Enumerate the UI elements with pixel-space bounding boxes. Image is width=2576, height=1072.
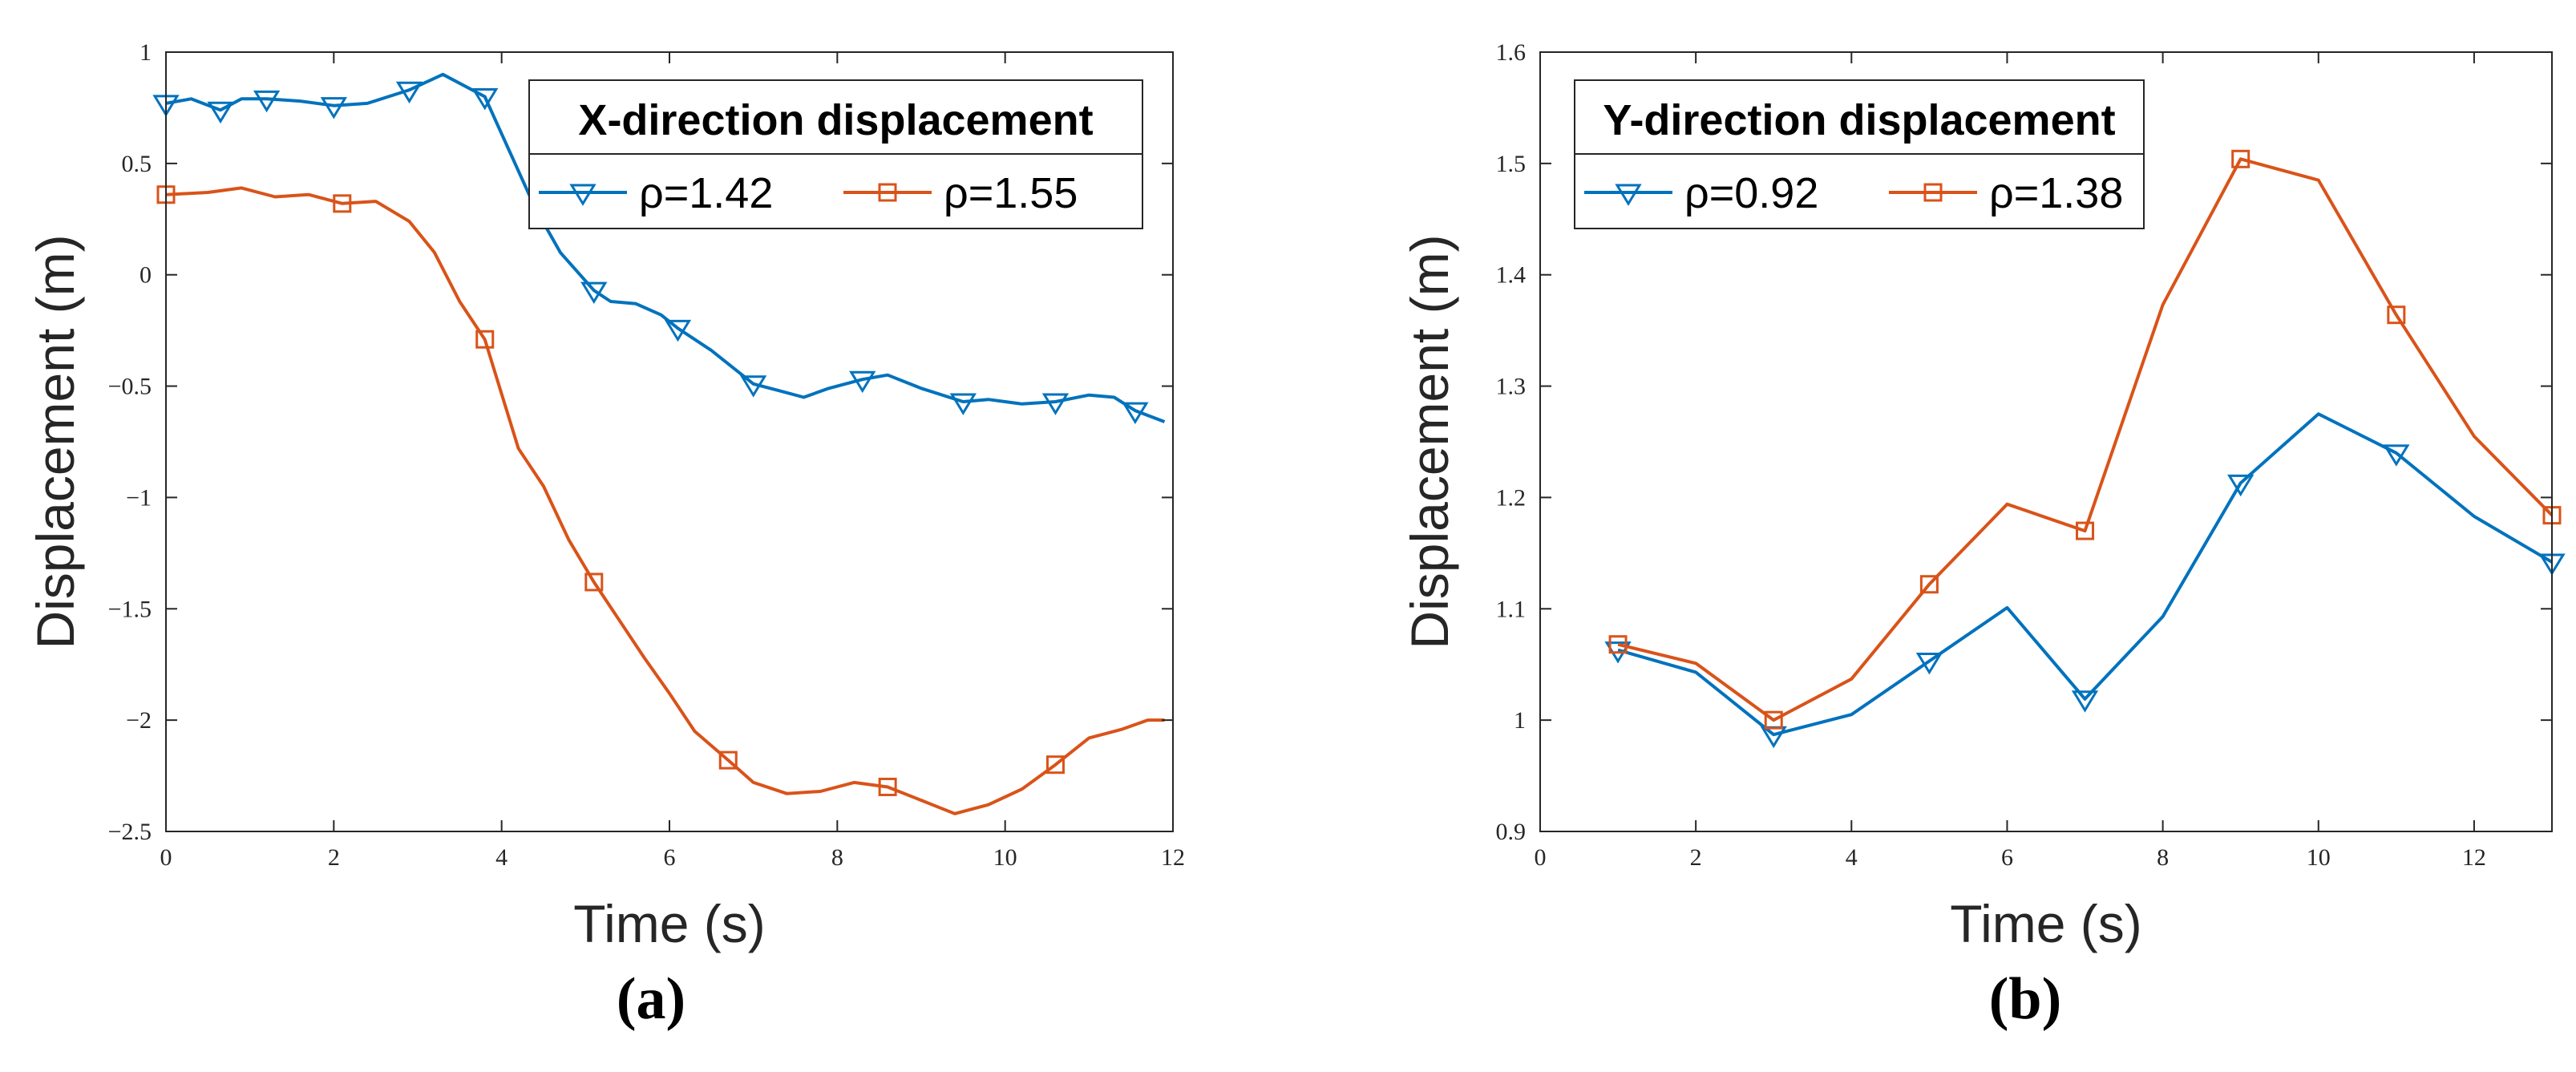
data-point-marker <box>849 370 876 394</box>
legend-label: ρ=1.42 <box>639 169 773 217</box>
data-point-marker <box>1919 575 1939 594</box>
x-tick-label: 6 <box>2001 844 2013 871</box>
y-tick-label: −2.5 <box>108 819 152 845</box>
x-tick-label: 12 <box>2462 844 2486 871</box>
legend-title-b: Y-direction displacement <box>1603 96 2115 144</box>
data-point-marker <box>664 319 692 342</box>
legend-entries-a: ρ=1.42 ρ=1.55 <box>539 169 1078 217</box>
legend-marker <box>1615 184 1642 206</box>
data-point-marker <box>718 750 738 770</box>
panel-label-b: (b) <box>1989 966 2061 1032</box>
legend-b: Y-direction displacement ρ=0.92 ρ=1.38 <box>1574 79 2145 229</box>
panel-label-a: (a) <box>617 966 685 1032</box>
data-point-marker <box>333 194 352 213</box>
y-tick-label: 0.5 <box>122 151 152 177</box>
x-tick-label: 12 <box>1161 844 1185 871</box>
data-point-marker <box>1041 393 1070 415</box>
y-tick-label: −1.5 <box>108 596 152 622</box>
legend-title-a: X-direction displacement <box>578 96 1093 144</box>
legend-marker <box>1923 183 1943 202</box>
data-point-marker <box>1608 635 1628 654</box>
data-point-marker <box>2227 474 2255 497</box>
y-tick-label: 1.2 <box>1496 484 1527 511</box>
data-point-marker <box>471 88 499 111</box>
series-1 <box>152 72 1166 425</box>
data-point-marker <box>2231 149 2250 168</box>
data-point-marker <box>739 375 767 398</box>
data-point-marker <box>1045 755 1065 775</box>
plot-area-a <box>152 72 1166 815</box>
data-point-marker <box>207 101 234 124</box>
chart-panel-b: 0 2 4 6 8 10 12 0.9 1 1.1 1.2 1.3 1.4 1.5 1.6 Y-direct… <box>1400 39 2566 1032</box>
legend-marker <box>569 184 596 206</box>
series-2 <box>156 185 1165 815</box>
legend-label: ρ=1.55 <box>944 169 1078 217</box>
x-tick-label: 10 <box>993 844 1017 871</box>
y-tick-label: 1 <box>1514 707 1526 734</box>
series-2 <box>1608 149 2562 730</box>
x-tick-label: 8 <box>831 844 843 871</box>
legend-entry-2: ρ=1.55 <box>843 169 1078 217</box>
y-tick-label: −2 <box>126 707 152 734</box>
y-tick-label: 1.1 <box>1496 596 1527 622</box>
data-point-marker <box>2383 444 2410 467</box>
y-tick-label: 1.3 <box>1496 374 1527 400</box>
data-point-marker <box>2076 521 2095 540</box>
x-tick-label: 8 <box>2157 844 2169 871</box>
data-point-marker <box>2071 690 2099 713</box>
x-tick-label: 4 <box>1846 844 1858 871</box>
x-axis-label-a: Time (s) <box>573 894 766 953</box>
y-tick-label: 1.6 <box>1496 39 1527 66</box>
y-tick-label: 1 <box>140 39 152 66</box>
x-tick-label: 0 <box>160 844 172 871</box>
axes-b: 0 2 4 6 8 10 12 0.9 1 1.1 1.2 1.3 1.4 1.5 1.6 <box>1496 39 2553 871</box>
legend-a: X-direction displacement ρ=1.42 ρ=1.55 <box>528 79 1143 229</box>
y-tick-label: −0.5 <box>108 374 152 400</box>
x-tick-label: 2 <box>1690 844 1702 871</box>
x-axis-label-b: Time (s) <box>1950 894 2142 953</box>
data-point-marker <box>949 393 977 415</box>
legend-label: ρ=1.38 <box>1989 169 2123 217</box>
data-point-marker <box>320 97 348 119</box>
data-point-marker <box>584 572 604 592</box>
x-tick-label: 4 <box>495 844 508 871</box>
legend-label: ρ=0.92 <box>1684 169 1818 217</box>
data-point-marker <box>1122 402 1149 425</box>
series-1 <box>1604 412 2566 749</box>
y-tick-label: 1.5 <box>1496 151 1527 177</box>
y-axis-label-b: Displacement (m) <box>1400 234 1459 649</box>
legend-entries-b: ρ=0.92 ρ=1.38 <box>1584 169 2123 217</box>
data-point-marker <box>395 81 423 104</box>
legend-marker <box>878 183 897 202</box>
legend-entry-1: ρ=0.92 <box>1584 169 1818 217</box>
axes-a: 0 2 4 6 8 10 12 −2.5 −2 −1.5 −1 −0.5 0 0.5 1 <box>108 39 1185 871</box>
data-point-marker <box>1915 653 1943 675</box>
y-tick-label: −1 <box>126 484 152 511</box>
y-tick-label: 0 <box>140 262 152 289</box>
series-line <box>1617 157 2554 722</box>
data-point-marker <box>878 777 897 796</box>
data-point-marker <box>475 330 495 349</box>
series-line <box>165 186 1165 815</box>
series-line <box>165 72 1166 423</box>
axes-box <box>1539 51 2553 832</box>
plot-area-b <box>1604 149 2566 749</box>
x-tick-label: 6 <box>664 844 676 871</box>
legend-entry-1: ρ=1.42 <box>539 169 773 217</box>
series-line <box>1617 412 2554 737</box>
y-tick-label: 1.4 <box>1496 262 1527 289</box>
data-point-marker <box>253 90 281 113</box>
y-axis-label-a: Displacement (m) <box>26 234 85 649</box>
x-tick-label: 10 <box>2307 844 2331 871</box>
chart-panel-a: 0 2 4 6 8 10 12 −2.5 −2 −1.5 −1 −0.5 0 0.5 1 X-directi… <box>26 39 1185 1032</box>
data-point-marker <box>1764 710 1783 730</box>
data-point-marker <box>2387 305 2406 325</box>
x-tick-label: 2 <box>328 844 340 871</box>
x-tick-label: 0 <box>1535 844 1547 871</box>
data-point-marker <box>580 281 608 305</box>
legend-entry-2: ρ=1.38 <box>1889 169 2123 217</box>
y-tick-label: 0.9 <box>1496 819 1527 845</box>
